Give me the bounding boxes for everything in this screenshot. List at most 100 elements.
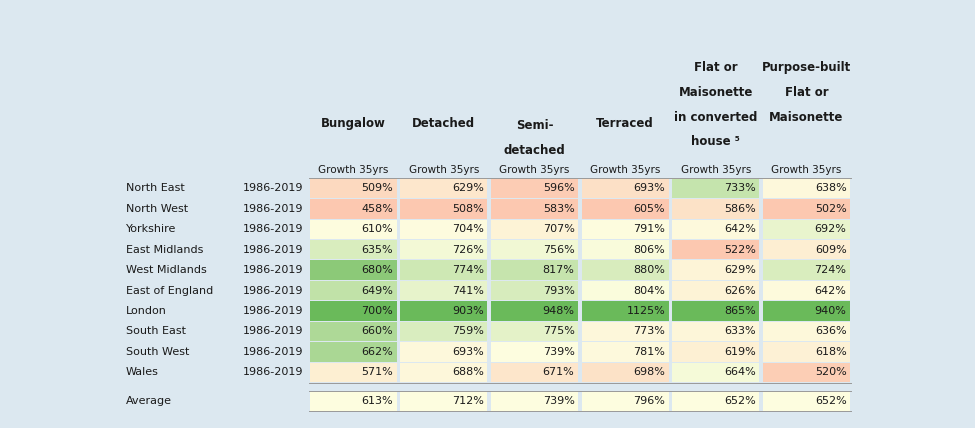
- Text: 773%: 773%: [634, 327, 665, 336]
- Text: 642%: 642%: [815, 285, 846, 296]
- Bar: [310, 261, 397, 280]
- Bar: [763, 179, 850, 198]
- Bar: [310, 391, 397, 411]
- Text: 793%: 793%: [543, 285, 574, 296]
- Text: North West: North West: [126, 204, 188, 214]
- Bar: [763, 220, 850, 239]
- Text: London: London: [126, 306, 167, 316]
- Bar: [401, 391, 488, 411]
- Text: Growth 35yrs: Growth 35yrs: [318, 165, 388, 175]
- Text: 693%: 693%: [634, 184, 665, 193]
- Text: 693%: 693%: [452, 347, 484, 357]
- Bar: [491, 301, 578, 321]
- Text: Growth 35yrs: Growth 35yrs: [409, 165, 479, 175]
- Text: 804%: 804%: [634, 285, 665, 296]
- Text: 1125%: 1125%: [626, 306, 665, 316]
- Text: 865%: 865%: [724, 306, 756, 316]
- Text: 662%: 662%: [362, 347, 393, 357]
- Bar: [673, 281, 760, 300]
- Text: 775%: 775%: [543, 327, 574, 336]
- Bar: [310, 342, 397, 362]
- Text: 1986-2019: 1986-2019: [243, 265, 303, 275]
- Bar: [763, 322, 850, 341]
- Bar: [401, 322, 488, 341]
- Bar: [491, 199, 578, 219]
- Text: 903%: 903%: [452, 306, 484, 316]
- Text: Yorkshire: Yorkshire: [126, 224, 176, 234]
- Text: 629%: 629%: [724, 265, 756, 275]
- Text: 586%: 586%: [724, 204, 756, 214]
- Bar: [401, 363, 488, 382]
- Text: 508%: 508%: [452, 204, 484, 214]
- Text: 733%: 733%: [724, 184, 756, 193]
- Text: 1986-2019: 1986-2019: [243, 327, 303, 336]
- Text: 629%: 629%: [452, 184, 484, 193]
- Bar: [673, 179, 760, 198]
- Bar: [582, 342, 669, 362]
- Bar: [491, 363, 578, 382]
- Text: 1986-2019: 1986-2019: [243, 347, 303, 357]
- Text: 704%: 704%: [452, 224, 484, 234]
- Text: 774%: 774%: [451, 265, 484, 275]
- Text: 1986-2019: 1986-2019: [243, 224, 303, 234]
- Text: 741%: 741%: [452, 285, 484, 296]
- Bar: [401, 240, 488, 259]
- Text: 724%: 724%: [814, 265, 846, 275]
- Text: 642%: 642%: [724, 224, 756, 234]
- Text: 712%: 712%: [452, 396, 484, 406]
- Bar: [491, 281, 578, 300]
- Bar: [582, 240, 669, 259]
- Text: 1986-2019: 1986-2019: [243, 285, 303, 296]
- Text: 633%: 633%: [724, 327, 756, 336]
- Bar: [310, 281, 397, 300]
- Text: 583%: 583%: [543, 204, 574, 214]
- Text: 660%: 660%: [362, 327, 393, 336]
- Text: 1986-2019: 1986-2019: [243, 204, 303, 214]
- Bar: [401, 281, 488, 300]
- Text: West Midlands: West Midlands: [126, 265, 207, 275]
- Text: 502%: 502%: [815, 204, 846, 214]
- Text: 1986-2019: 1986-2019: [243, 306, 303, 316]
- Bar: [401, 199, 488, 219]
- Bar: [673, 391, 760, 411]
- Text: 880%: 880%: [634, 265, 665, 275]
- Text: Flat or: Flat or: [694, 61, 738, 74]
- Text: 638%: 638%: [815, 184, 846, 193]
- Text: 700%: 700%: [362, 306, 393, 316]
- Bar: [582, 322, 669, 341]
- Text: Flat or: Flat or: [785, 86, 829, 99]
- Text: 1986-2019: 1986-2019: [243, 184, 303, 193]
- Text: Growth 35yrs: Growth 35yrs: [499, 165, 569, 175]
- Bar: [763, 363, 850, 382]
- Text: 739%: 739%: [543, 347, 574, 357]
- Bar: [491, 391, 578, 411]
- Text: 605%: 605%: [634, 204, 665, 214]
- Text: Bungalow: Bungalow: [321, 117, 385, 131]
- Bar: [491, 342, 578, 362]
- Bar: [582, 199, 669, 219]
- Bar: [763, 342, 850, 362]
- Text: Maisonette: Maisonette: [769, 111, 843, 124]
- Bar: [401, 179, 488, 198]
- Text: 1986-2019: 1986-2019: [243, 245, 303, 255]
- Text: East of England: East of England: [126, 285, 213, 296]
- Text: detached: detached: [503, 144, 566, 157]
- Text: 613%: 613%: [362, 396, 393, 406]
- Bar: [673, 342, 760, 362]
- Bar: [582, 391, 669, 411]
- Text: 948%: 948%: [542, 306, 574, 316]
- Bar: [582, 261, 669, 280]
- Text: 707%: 707%: [543, 224, 574, 234]
- Text: 664%: 664%: [724, 367, 756, 377]
- Text: 688%: 688%: [452, 367, 484, 377]
- Bar: [310, 199, 397, 219]
- Text: 817%: 817%: [543, 265, 574, 275]
- Bar: [310, 322, 397, 341]
- Text: Terraced: Terraced: [597, 117, 654, 131]
- Text: Semi-: Semi-: [516, 119, 553, 132]
- Text: 458%: 458%: [362, 204, 393, 214]
- Text: Purpose-built: Purpose-built: [761, 61, 851, 74]
- Bar: [673, 261, 760, 280]
- Bar: [673, 322, 760, 341]
- Bar: [582, 363, 669, 382]
